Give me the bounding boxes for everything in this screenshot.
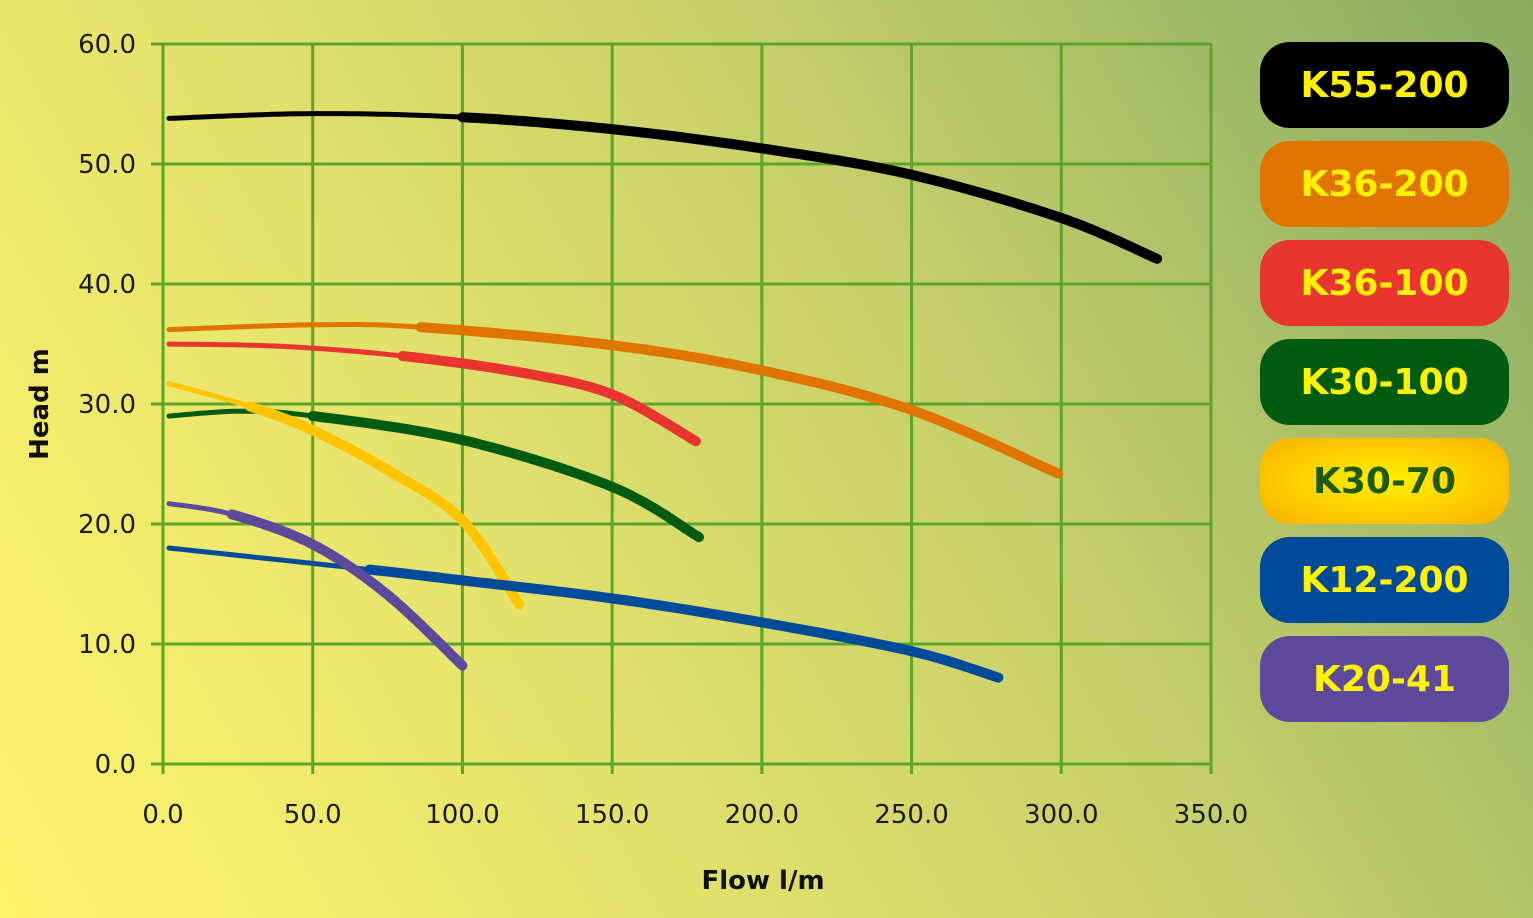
grid — [151, 42, 1213, 774]
y-tick-label: 20.0 — [78, 510, 136, 540]
curve-k36-100 — [397, 351, 701, 447]
curve-k12-200 — [364, 564, 1004, 683]
legend-item-k55-200: K55-200 — [1260, 42, 1509, 128]
curve-k36-100-thin — [166, 341, 405, 359]
x-tick-label: 350.0 — [1174, 800, 1248, 830]
curve-k30-70-thin — [166, 381, 253, 409]
curve-k12-200-thin — [166, 545, 373, 573]
curve-k20-41-thin — [166, 501, 235, 517]
curve-k20-41 — [226, 509, 468, 671]
y-tick-label: 60.0 — [78, 30, 136, 60]
curves — [166, 111, 1163, 683]
tick-labels: 0.0 50.0 100.0 150.0 200.0 250.0 300.0 350.0 0.0… — [78, 30, 1248, 830]
legend-item-k12-200: K12-200 — [1260, 537, 1509, 623]
curve-k30-100 — [307, 411, 704, 543]
curve-k36-200-thin — [166, 322, 423, 333]
y-axis-title: Head m — [25, 348, 55, 460]
curve-k55-200 — [457, 112, 1163, 264]
y-tick-label: 50.0 — [78, 150, 136, 180]
legend-item-k36-100: K36-100 — [1260, 240, 1509, 326]
x-tick-label: 200.0 — [725, 800, 799, 830]
y-tick-label: 10.0 — [78, 630, 136, 660]
y-tick-label: 40.0 — [78, 270, 136, 300]
curve-k55-200-thin — [166, 111, 465, 121]
legend-item-k30-100: K30-100 — [1260, 339, 1509, 425]
legend: K55-200 K36-200 K36-100 K30-100 K30-70 K12-20… — [1260, 42, 1509, 735]
x-axis-title: Flow l/m — [701, 866, 824, 896]
legend-item-k30-70: K30-70 — [1260, 438, 1509, 524]
y-tick-label: 0.0 — [95, 750, 136, 780]
x-tick-label: 250.0 — [874, 800, 948, 830]
curve-k30-100-thin — [166, 408, 316, 419]
curve-k36-200 — [415, 322, 1064, 479]
legend-item-k20-41: K20-41 — [1260, 636, 1509, 722]
legend-item-k36-200: K36-200 — [1260, 141, 1509, 227]
x-tick-label: 0.0 — [142, 800, 183, 830]
x-tick-label: 50.0 — [284, 800, 342, 830]
x-tick-label: 300.0 — [1024, 800, 1098, 830]
x-tick-label: 100.0 — [425, 800, 499, 830]
y-tick-label: 30.0 — [78, 390, 136, 420]
curve-k30-70 — [244, 401, 525, 610]
x-tick-label: 150.0 — [575, 800, 649, 830]
